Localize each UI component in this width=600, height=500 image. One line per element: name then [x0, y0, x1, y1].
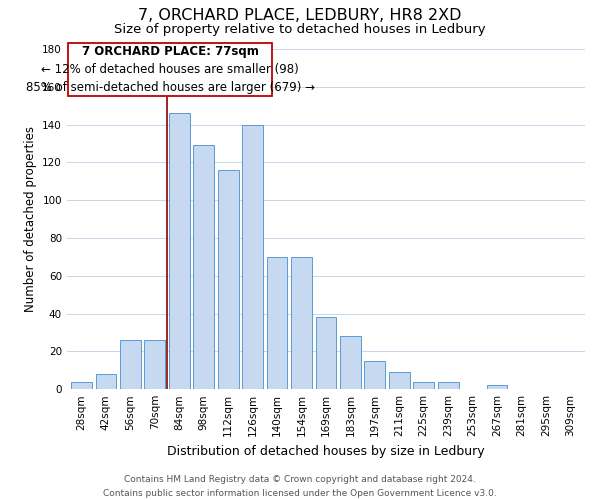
Bar	[364, 361, 385, 389]
Bar	[95, 374, 116, 389]
Y-axis label: Number of detached properties: Number of detached properties	[23, 126, 37, 312]
Bar	[71, 382, 92, 389]
Bar	[438, 382, 458, 389]
Bar	[68, 43, 272, 96]
Bar	[413, 382, 434, 389]
Bar	[145, 340, 165, 389]
Bar	[218, 170, 239, 389]
Bar	[242, 124, 263, 389]
Bar	[487, 386, 508, 389]
Text: 7 ORCHARD PLACE: 77sqm: 7 ORCHARD PLACE: 77sqm	[82, 45, 259, 58]
Text: Contains HM Land Registry data © Crown copyright and database right 2024.
Contai: Contains HM Land Registry data © Crown c…	[103, 476, 497, 498]
Bar	[340, 336, 361, 389]
Bar	[266, 257, 287, 389]
Bar	[120, 340, 141, 389]
Text: ← 12% of detached houses are smaller (98): ← 12% of detached houses are smaller (98…	[41, 63, 299, 76]
Bar	[193, 146, 214, 389]
Bar	[169, 113, 190, 389]
Text: Size of property relative to detached houses in Ledbury: Size of property relative to detached ho…	[114, 22, 486, 36]
Text: 85% of semi-detached houses are larger (679) →: 85% of semi-detached houses are larger (…	[26, 80, 314, 94]
Bar	[291, 257, 312, 389]
X-axis label: Distribution of detached houses by size in Ledbury: Distribution of detached houses by size …	[167, 444, 485, 458]
Bar	[316, 318, 337, 389]
Bar	[389, 372, 410, 389]
Text: 7, ORCHARD PLACE, LEDBURY, HR8 2XD: 7, ORCHARD PLACE, LEDBURY, HR8 2XD	[138, 8, 462, 22]
